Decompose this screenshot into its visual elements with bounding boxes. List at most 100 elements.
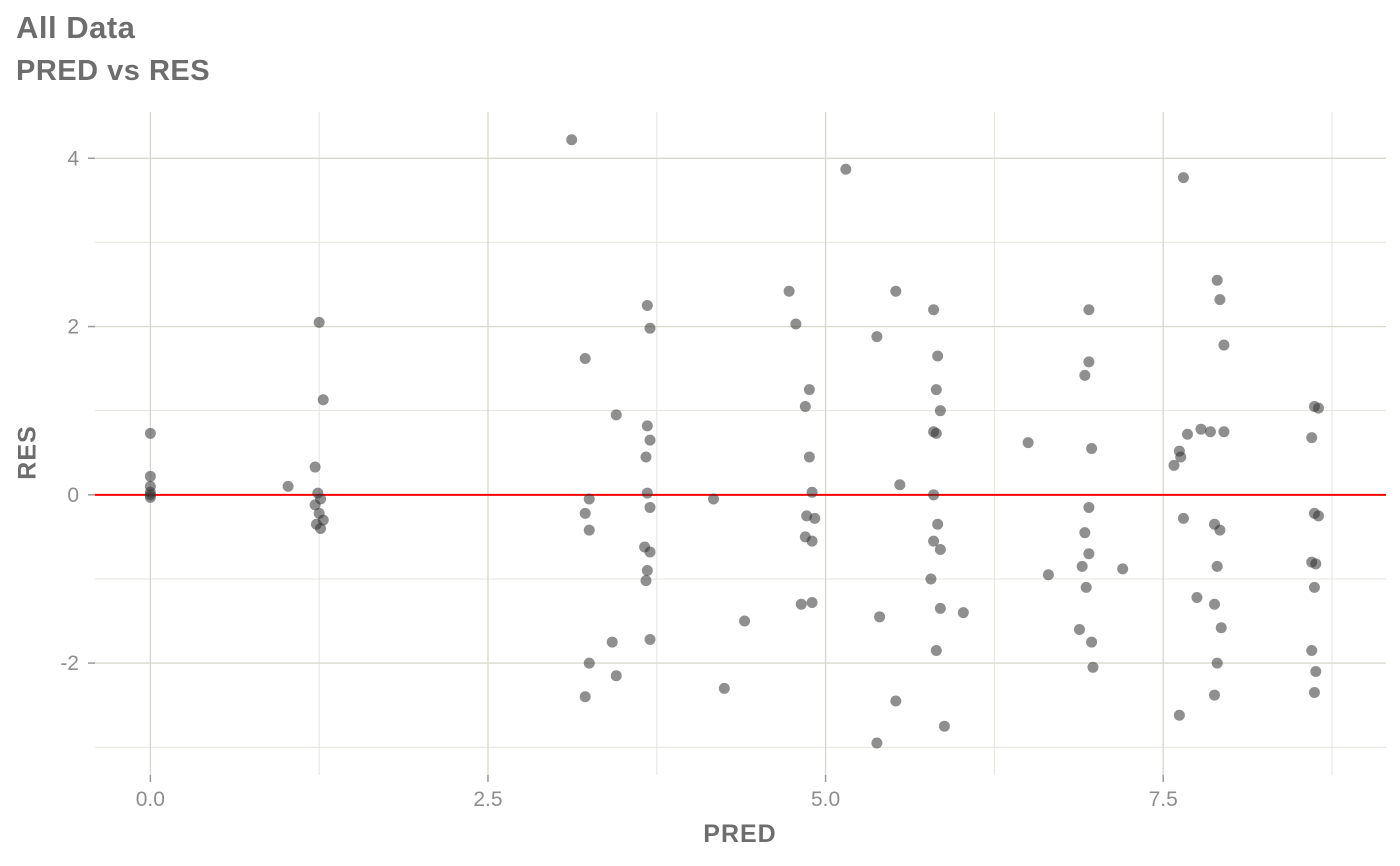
data-point [1042, 569, 1054, 581]
data-point [1083, 304, 1095, 316]
data-point [1086, 443, 1098, 455]
data-point [579, 353, 591, 365]
data-point [871, 331, 883, 343]
data-point [282, 480, 294, 492]
chart-header: All Data PRED vs RES [16, 10, 210, 88]
data-point [795, 598, 807, 610]
data-point [315, 522, 327, 534]
data-point [1168, 459, 1180, 471]
data-point [938, 720, 950, 732]
data-point [317, 394, 329, 406]
data-point [1079, 369, 1091, 381]
data-point [803, 451, 815, 463]
data-point [806, 486, 818, 498]
data-point [790, 318, 802, 330]
data-point [583, 493, 595, 505]
data-point [313, 316, 325, 328]
data-point [644, 434, 656, 446]
data-point [583, 524, 595, 536]
data-point [1312, 402, 1324, 414]
data-point [928, 535, 940, 547]
data-point [144, 470, 156, 482]
data-point [644, 546, 656, 558]
data-point [739, 615, 751, 627]
data-point [930, 384, 942, 396]
data-point [930, 644, 942, 656]
data-point [1204, 426, 1216, 438]
data-point [641, 420, 653, 432]
data-point [1177, 512, 1189, 524]
data-point [144, 427, 156, 439]
data-point [1208, 598, 1220, 610]
data-point [566, 134, 578, 146]
data-point [1083, 356, 1095, 368]
data-point [957, 607, 969, 619]
x-axis-title: PRED [703, 820, 777, 848]
x-tick-label: 2.5 [473, 788, 502, 811]
data-point [809, 512, 821, 524]
data-point [934, 544, 946, 556]
data-point [1211, 657, 1223, 669]
data-point [1218, 426, 1230, 438]
data-point [1177, 172, 1189, 184]
data-point [1173, 709, 1185, 721]
y-tick-label: -2 [60, 652, 79, 675]
data-point [1214, 524, 1226, 536]
data-point [925, 573, 937, 585]
data-point [934, 602, 946, 614]
data-point [1181, 428, 1193, 440]
data-point [1310, 666, 1322, 678]
data-point [610, 670, 622, 682]
data-point [1073, 623, 1085, 635]
data-point [928, 489, 940, 501]
data-point [1079, 527, 1091, 539]
x-tick-label: 7.5 [1149, 788, 1178, 811]
data-point [1083, 501, 1095, 513]
y-tick-label: 0 [67, 484, 79, 507]
x-tick-label: 0.0 [136, 788, 165, 811]
data-point [644, 634, 656, 646]
data-point [644, 322, 656, 334]
data-point [1022, 437, 1034, 449]
data-point [707, 493, 719, 505]
data-point [1312, 510, 1324, 522]
data-point [1306, 644, 1318, 656]
x-tick-label: 5.0 [811, 788, 840, 811]
data-point [640, 575, 652, 587]
data-point [1211, 560, 1223, 572]
data-point [641, 300, 653, 312]
data-point [718, 682, 730, 694]
data-point [840, 163, 852, 175]
data-point [1191, 591, 1203, 603]
data-point [610, 409, 622, 421]
data-point [894, 479, 906, 491]
data-point [1076, 560, 1088, 572]
data-point [890, 285, 902, 297]
y-tick-label: 4 [67, 147, 79, 170]
data-point [1117, 563, 1129, 575]
data-point [928, 304, 940, 316]
data-point [579, 507, 591, 519]
data-point [806, 597, 818, 609]
data-point [309, 499, 321, 511]
data-point [783, 285, 795, 297]
data-point [890, 695, 902, 707]
data-point [1195, 423, 1207, 435]
data-point [606, 636, 618, 648]
data-point [309, 461, 321, 473]
data-point [583, 657, 595, 669]
data-point [1310, 558, 1322, 570]
data-point [640, 451, 652, 463]
data-point [934, 405, 946, 417]
data-point [579, 691, 591, 703]
data-point [1308, 687, 1320, 699]
data-point [641, 487, 653, 499]
data-point [1215, 622, 1227, 634]
data-point [1080, 581, 1092, 593]
y-tick-label: 2 [67, 316, 79, 339]
data-point [871, 737, 883, 749]
data-point [641, 565, 653, 577]
data-point [932, 518, 944, 530]
